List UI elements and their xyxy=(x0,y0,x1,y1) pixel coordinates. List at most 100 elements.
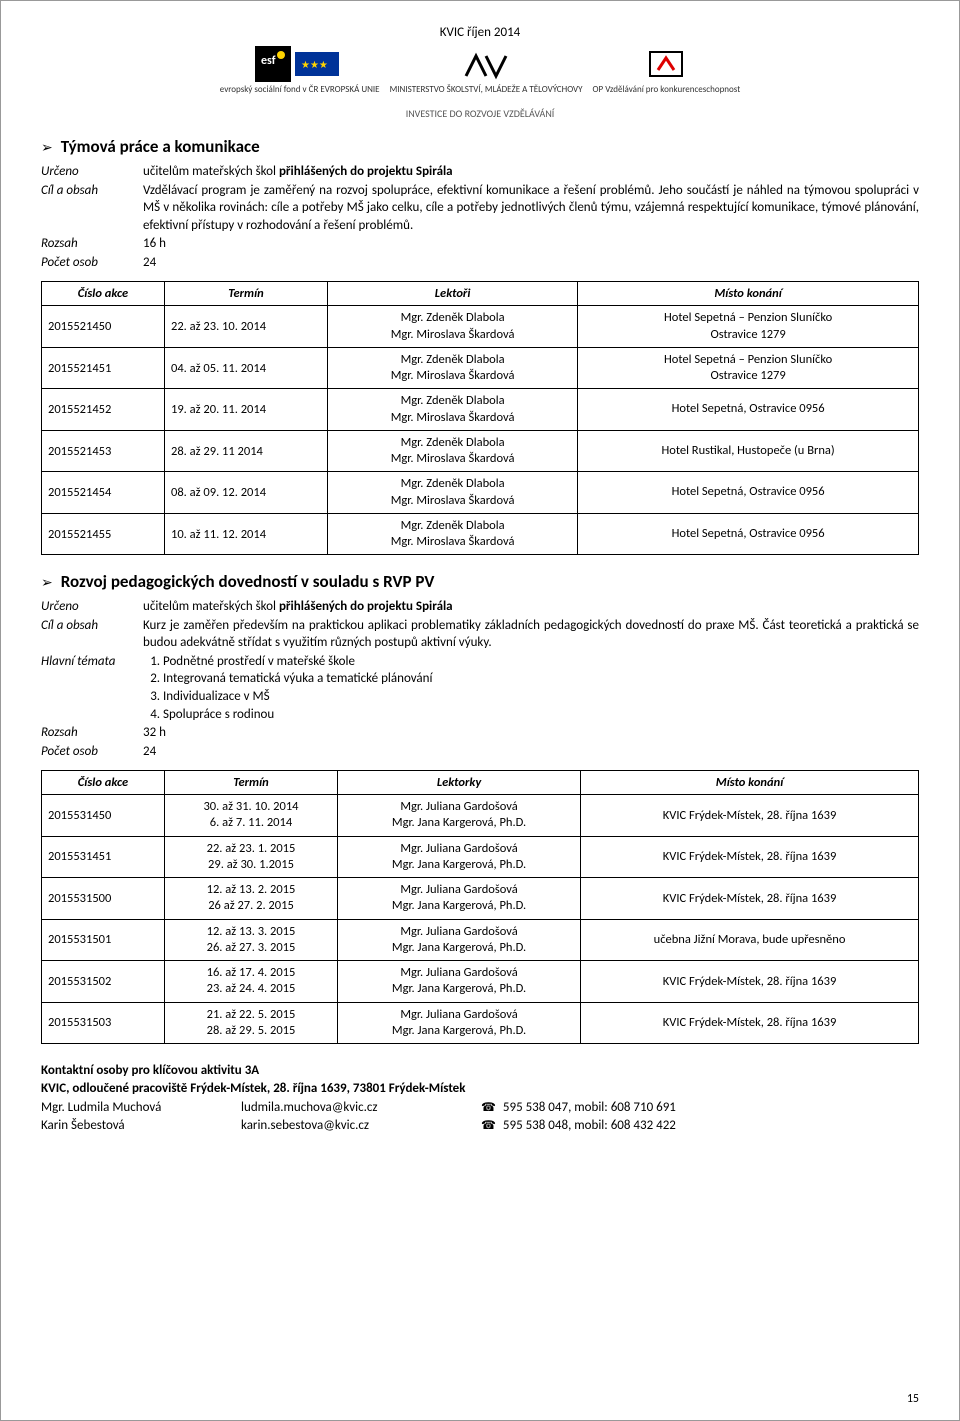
table-row: 201553150112. až 13. 3. 201526. až 27. 3… xyxy=(42,919,919,961)
s2-urceno-value: učitelům mateřských škol přihlášených do… xyxy=(143,598,919,616)
cell-lektorky: Mgr. Juliana GardošováMgr. Jana Kargerov… xyxy=(338,1002,581,1044)
contact-phone: ☎ 595 538 048, mobil: 608 432 422 xyxy=(481,1117,919,1135)
table-row: 201553145122. až 23. 1. 201529. až 30. 1… xyxy=(42,836,919,878)
s2-temata-label: Hlavní témata xyxy=(41,653,143,723)
section1-title: Týmová práce a komunikace xyxy=(61,136,260,157)
s1-cil-label: Cíl a obsah xyxy=(41,182,143,235)
cell-misto: Hotel Sepetná, Ostravice 0956 xyxy=(578,472,919,514)
table-header: Číslo akce xyxy=(42,282,165,306)
phone-icon: ☎ xyxy=(481,1119,496,1133)
contact-email: ludmila.muchova@kvic.cz xyxy=(241,1099,481,1117)
cell-termin: 30. až 31. 10. 20146. až 7. 11. 2014 xyxy=(165,795,338,837)
cell-termin: 12. až 13. 3. 201526. až 27. 3. 2015 xyxy=(165,919,338,961)
s1-urceno-label: Určeno xyxy=(41,163,143,181)
cell-cislo: 2015521451 xyxy=(42,347,165,389)
msmt-logo: MINISTERSTVO ŠKOLSTVÍ, MLÁDEŽE A TĚLOVÝC… xyxy=(390,46,583,95)
bullet-arrow-icon: ➢ xyxy=(41,574,53,591)
svg-text:★★★: ★★★ xyxy=(301,58,328,71)
cell-cislo: 2015531450 xyxy=(42,795,165,837)
s2-cil-row: Cíl a obsah Kurz je zaměřen především na… xyxy=(41,617,919,652)
s1-rozsah-value: 16 h xyxy=(143,235,919,253)
invest-caption: INVESTICE DO ROZVOJE VZDĚLÁVÁNÍ xyxy=(41,107,919,120)
cell-cislo: 2015521453 xyxy=(42,430,165,472)
cell-termin: 10. až 11. 12. 2014 xyxy=(165,513,328,555)
table-row: 201553150321. až 22. 5. 201528. až 29. 5… xyxy=(42,1002,919,1044)
cell-termin: 04. až 05. 11. 2014 xyxy=(165,347,328,389)
table-header: Místo konání xyxy=(578,282,919,306)
cell-lektorky: Mgr. Juliana GardošováMgr. Jana Kargerov… xyxy=(338,919,581,961)
s1-rozsah-row: Rozsah 16 h xyxy=(41,235,919,253)
s2-rozsah-value: 32 h xyxy=(143,724,919,742)
cell-termin: 22. až 23. 10. 2014 xyxy=(165,306,328,348)
table-row: 201552145408. až 09. 12. 2014Mgr. Zdeněk… xyxy=(42,472,919,514)
cell-cislo: 2015531502 xyxy=(42,961,165,1003)
doc-title: KVIC říjen 2014 xyxy=(41,25,919,40)
contact-email: karin.sebestova@kvic.cz xyxy=(241,1117,481,1135)
contact-name: Mgr. Ludmila Muchová xyxy=(41,1099,241,1117)
cell-lektori: Mgr. Zdeněk DlabolaMgr. Miroslava Škardo… xyxy=(328,389,578,431)
svg-text:esf: esf xyxy=(261,54,276,68)
cell-cislo: 2015531500 xyxy=(42,878,165,920)
s1-urceno-row: Určeno učitelům mateřských škol přihláše… xyxy=(41,163,919,181)
table-row: 201553150216. až 17. 4. 201523. až 24. 4… xyxy=(42,961,919,1003)
table-header: Lektoři xyxy=(328,282,578,306)
s2-temata-value: Podnětné prostředí v mateřské školeInteg… xyxy=(143,653,919,723)
s2-urceno-row: Určeno učitelům mateřských škol přihláše… xyxy=(41,598,919,616)
cell-misto: Hotel Sepetná, Ostravice 0956 xyxy=(578,513,919,555)
table-header: Číslo akce xyxy=(42,771,165,795)
cell-lektorky: Mgr. Juliana GardošováMgr. Jana Kargerov… xyxy=(338,836,581,878)
cell-lektori: Mgr. Zdeněk DlabolaMgr. Miroslava Škardo… xyxy=(328,472,578,514)
cell-lektorky: Mgr. Juliana GardošováMgr. Jana Kargerov… xyxy=(338,795,581,837)
cell-lektorky: Mgr. Juliana GardošováMgr. Jana Kargerov… xyxy=(338,961,581,1003)
table-row: 201553150012. až 13. 2. 201526 až 27. 2.… xyxy=(42,878,919,920)
cell-lektorky: Mgr. Juliana GardošováMgr. Jana Kargerov… xyxy=(338,878,581,920)
cell-termin: 22. až 23. 1. 201529. až 30. 1.2015 xyxy=(165,836,338,878)
table-row: 201552145022. až 23. 10. 2014Mgr. Zdeněk… xyxy=(42,306,919,348)
s2-temata-row: Hlavní témata Podnětné prostředí v mateř… xyxy=(41,653,919,723)
op-logo: OP Vzdělávání pro konkurenceschopnost xyxy=(593,46,741,95)
cell-cislo: 2015531501 xyxy=(42,919,165,961)
cell-misto: KVIC Frýdek-Místek, 28. října 1639 xyxy=(581,878,919,920)
cell-misto: KVIC Frýdek-Místek, 28. října 1639 xyxy=(581,961,919,1003)
list-item: Podnětné prostředí v mateřské škole xyxy=(163,653,919,671)
section1-table: Číslo akceTermínLektořiMísto konání 2015… xyxy=(41,281,919,555)
s1-cil-row: Cíl a obsah Vzdělávací program je zaměře… xyxy=(41,182,919,235)
cell-misto: Hotel Sepetná – Penzion SluníčkoOstravic… xyxy=(578,347,919,389)
page-number: 15 xyxy=(907,1392,919,1406)
section2-heading: ➢ Rozvoj pedagogických dovedností v soul… xyxy=(41,571,919,592)
cell-lektori: Mgr. Zdeněk DlabolaMgr. Miroslava Škardo… xyxy=(328,430,578,472)
table-row: 201553145030. až 31. 10. 20146. až 7. 11… xyxy=(42,795,919,837)
contact-name: Karin Šebestová xyxy=(41,1117,241,1135)
s1-pocet-label: Počet osob xyxy=(41,254,143,272)
table-row: 201552145328. až 29. 11 2014Mgr. Zdeněk … xyxy=(42,430,919,472)
s2-pocet-row: Počet osob 24 xyxy=(41,743,919,761)
cell-misto: KVIC Frýdek-Místek, 28. října 1639 xyxy=(581,1002,919,1044)
table-header: Lektorky xyxy=(338,771,581,795)
phone-icon: ☎ xyxy=(481,1101,496,1115)
s1-cil-value: Vzdělávací program je zaměřený na rozvoj… xyxy=(143,182,919,235)
cell-cislo: 2015531451 xyxy=(42,836,165,878)
cell-misto: KVIC Frýdek-Místek, 28. října 1639 xyxy=(581,795,919,837)
s2-urceno-label: Určeno xyxy=(41,598,143,616)
cell-cislo: 2015521455 xyxy=(42,513,165,555)
section1-heading: ➢ Týmová práce a komunikace xyxy=(41,136,919,157)
contact-person-row: Karin Šebestovákarin.sebestova@kvic.cz☎ … xyxy=(41,1117,919,1135)
contact-heading: Kontaktní osoby pro klíčovou aktivitu 3A xyxy=(41,1062,919,1080)
cell-termin: 19. až 20. 11. 2014 xyxy=(165,389,328,431)
list-item: Integrovaná tematická výuka a tematické … xyxy=(163,670,919,688)
cell-lektori: Mgr. Zdeněk DlabolaMgr. Miroslava Škardo… xyxy=(328,347,578,389)
s1-pocet-value: 24 xyxy=(143,254,919,272)
s1-rozsah-label: Rozsah xyxy=(41,235,143,253)
s1-urceno-value: učitelům mateřských škol přihlášených do… xyxy=(143,163,919,181)
contact-phone: ☎ 595 538 047, mobil: 608 710 691 xyxy=(481,1099,919,1117)
s1-pocet-row: Počet osob 24 xyxy=(41,254,919,272)
table-row: 201552145219. až 20. 11. 2014Mgr. Zdeněk… xyxy=(42,389,919,431)
table-header: Místo konání xyxy=(581,771,919,795)
cell-misto: Hotel Rustikal, Hustopeče (u Brna) xyxy=(578,430,919,472)
bullet-arrow-icon: ➢ xyxy=(41,139,53,156)
cell-cislo: 2015521454 xyxy=(42,472,165,514)
list-item: Individualizace v MŠ xyxy=(163,688,919,706)
table-header: Termín xyxy=(165,771,338,795)
cell-termin: 08. až 09. 12. 2014 xyxy=(165,472,328,514)
s2-cil-value: Kurz je zaměřen především na praktickou … xyxy=(143,617,919,652)
